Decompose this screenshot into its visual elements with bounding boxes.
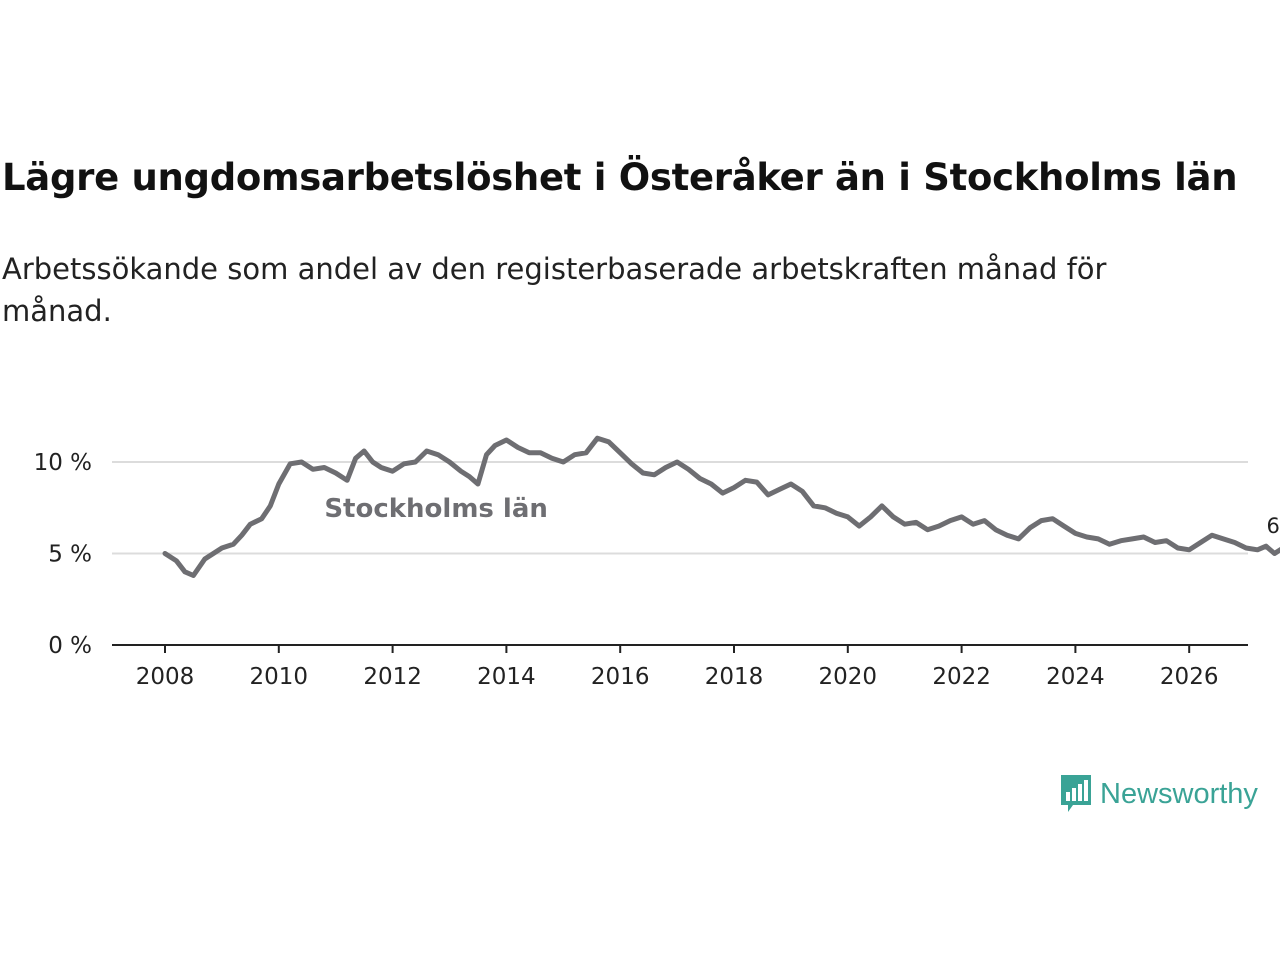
x-tick-label: 2012 bbox=[363, 664, 422, 690]
x-tick-label: 2008 bbox=[136, 664, 195, 690]
chart-subtitle: Arbetssökande som andel av den registerb… bbox=[2, 252, 1107, 328]
chart-bubble-icon bbox=[1061, 775, 1091, 812]
series-line-0 bbox=[162, 435, 1280, 578]
x-tick-label: 2014 bbox=[477, 664, 536, 690]
y-tick-label: 0 % bbox=[48, 633, 92, 659]
x-tick-label: 2010 bbox=[250, 664, 309, 690]
line-chart: 0 % 5 % 10 % 2008 2010 2012 2014 2016 2018 2020 20… bbox=[34, 435, 1280, 690]
brand-name: Newsworthy bbox=[1100, 777, 1258, 810]
series-end-label-0: 6,7 % bbox=[1266, 514, 1280, 538]
y-tick-label: 10 % bbox=[34, 450, 92, 476]
x-tick-label: 2024 bbox=[1046, 664, 1105, 690]
x-tick-label: 2020 bbox=[819, 664, 878, 690]
brand-logo: Newsworthy bbox=[1058, 772, 1258, 816]
x-tick-label: 2026 bbox=[1160, 664, 1219, 690]
x-tick-label: 2016 bbox=[591, 664, 650, 690]
chart-title: Lägre ungdomsarbetslöshet i Österåker än… bbox=[2, 156, 1238, 199]
series-name-label-0: Stockholms län bbox=[324, 494, 548, 524]
x-tick-label: 2018 bbox=[705, 664, 764, 690]
x-tick-label: 2022 bbox=[932, 664, 991, 690]
y-tick-label: 5 % bbox=[48, 542, 92, 568]
